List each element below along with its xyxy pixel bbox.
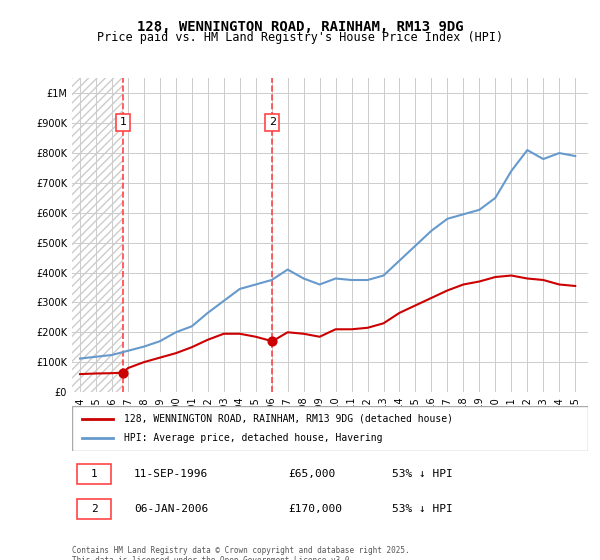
Point — [118, 368, 128, 377]
Point — [268, 337, 277, 346]
Text: 128, WENNINGTON ROAD, RAINHAM, RM13 9DG (detached house): 128, WENNINGTON ROAD, RAINHAM, RM13 9DG … — [124, 413, 452, 423]
Text: £65,000: £65,000 — [289, 469, 336, 479]
Text: 1: 1 — [91, 469, 98, 479]
Text: Contains HM Land Registry data © Crown copyright and database right 2025.
This d: Contains HM Land Registry data © Crown c… — [72, 546, 410, 560]
FancyBboxPatch shape — [77, 498, 110, 519]
Text: 06-JAN-2006: 06-JAN-2006 — [134, 503, 208, 514]
Text: HPI: Average price, detached house, Havering: HPI: Average price, detached house, Have… — [124, 433, 382, 444]
Text: 1: 1 — [119, 117, 127, 127]
Text: Price paid vs. HM Land Registry's House Price Index (HPI): Price paid vs. HM Land Registry's House … — [97, 31, 503, 44]
Text: 53% ↓ HPI: 53% ↓ HPI — [392, 469, 452, 479]
Text: 53% ↓ HPI: 53% ↓ HPI — [392, 503, 452, 514]
Text: £170,000: £170,000 — [289, 503, 343, 514]
Text: 2: 2 — [269, 117, 276, 127]
FancyBboxPatch shape — [77, 464, 110, 484]
FancyBboxPatch shape — [72, 406, 588, 451]
Text: 2: 2 — [91, 503, 98, 514]
Text: 128, WENNINGTON ROAD, RAINHAM, RM13 9DG: 128, WENNINGTON ROAD, RAINHAM, RM13 9DG — [137, 20, 463, 34]
Text: 11-SEP-1996: 11-SEP-1996 — [134, 469, 208, 479]
